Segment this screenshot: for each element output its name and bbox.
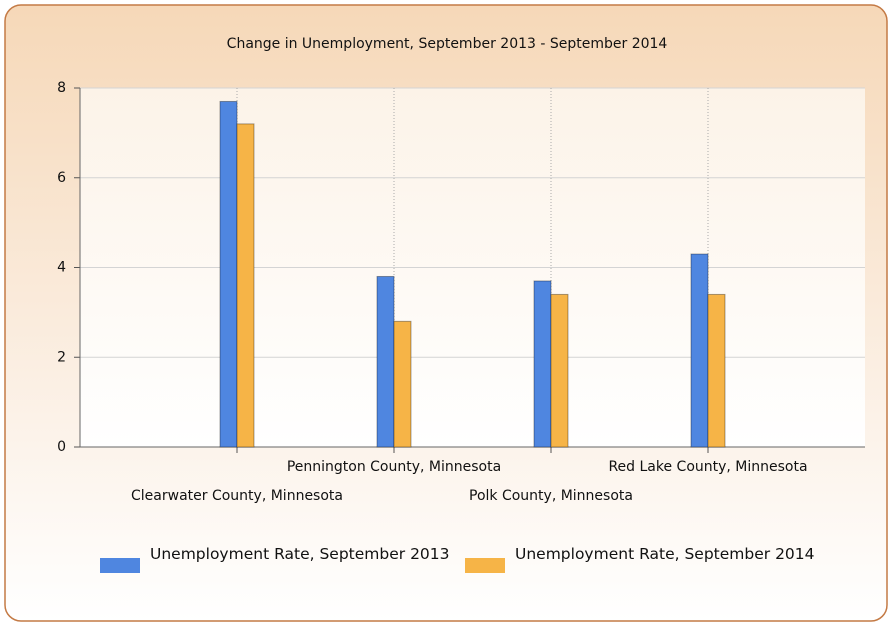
chart-title: Change in Unemployment, September 2013 -… xyxy=(227,36,668,52)
bar xyxy=(550,293,569,448)
bar xyxy=(393,320,412,448)
x-tick-label: Polk County, Minnesota xyxy=(469,488,633,504)
x-tick-label: Pennington County, Minnesota xyxy=(287,459,501,475)
bar xyxy=(376,275,395,448)
y-tick-label: 0 xyxy=(57,439,66,455)
legend-swatch xyxy=(465,558,505,573)
legend-label: Unemployment Rate, September 2014 xyxy=(515,545,815,563)
y-tick-label: 6 xyxy=(57,170,66,186)
bar xyxy=(533,280,552,448)
x-tick-label: Red Lake County, Minnesota xyxy=(608,459,807,475)
legend-swatch xyxy=(100,558,140,573)
bar xyxy=(219,100,238,448)
bar xyxy=(707,293,726,448)
bar xyxy=(236,123,255,448)
y-tick-label: 4 xyxy=(57,260,66,276)
y-tick-label: 2 xyxy=(57,349,66,365)
y-tick-label: 8 xyxy=(57,80,66,96)
legend-label: Unemployment Rate, September 2013 xyxy=(150,545,450,563)
x-tick-label: Clearwater County, Minnesota xyxy=(131,488,343,504)
bar xyxy=(690,253,709,448)
